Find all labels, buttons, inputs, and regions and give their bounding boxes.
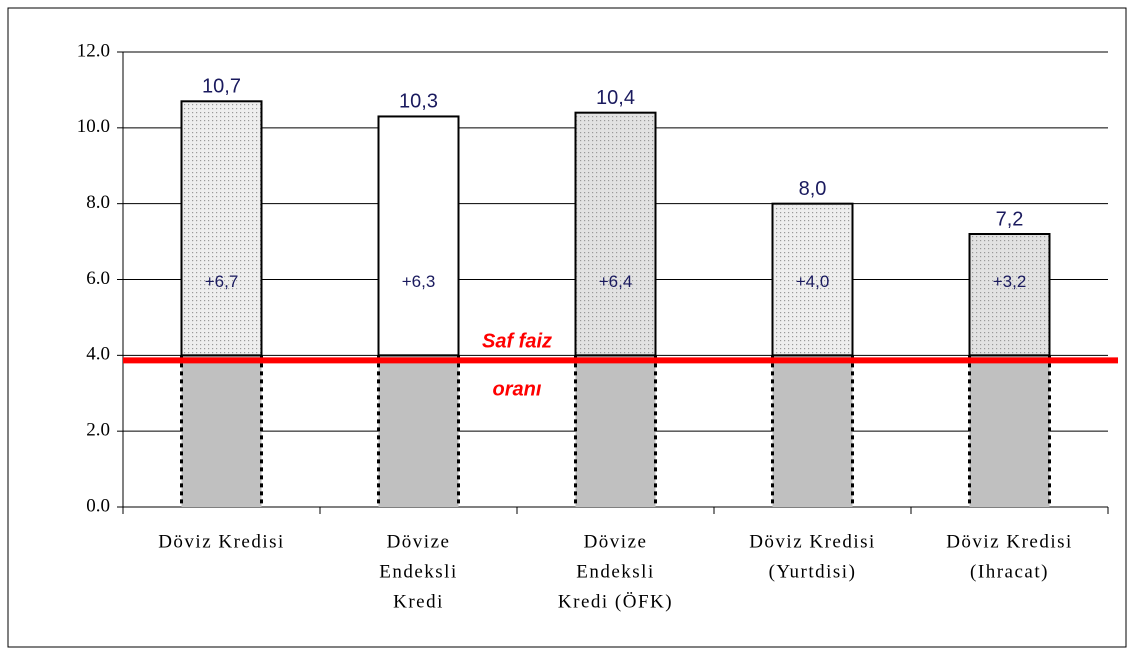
x-tick-label: Endeksli <box>576 561 655 582</box>
bar-base <box>181 355 262 507</box>
x-tick-label: Döviz Kredisi <box>749 531 876 552</box>
y-tick-label: 2.0 <box>86 420 110 441</box>
x-tick-label: Dövize <box>584 531 648 552</box>
bar-texture <box>773 204 852 355</box>
y-tick-label: 8.0 <box>86 192 110 213</box>
y-tick-label: 10.0 <box>77 116 110 137</box>
bar <box>377 115 460 357</box>
x-tick-label: (Ihracat) <box>970 561 1049 582</box>
total-label: 7,2 <box>996 208 1024 230</box>
y-tick-label: 6.0 <box>86 268 110 289</box>
bar-base <box>378 355 459 507</box>
x-tick-label: Dövize <box>387 531 451 552</box>
annotation: Saf faiz <box>482 331 552 353</box>
bar-texture <box>970 235 1049 355</box>
annotation: oranı <box>493 379 542 401</box>
bar-base <box>772 355 853 507</box>
x-tick-label: Kredi (ÖFK) <box>558 591 673 612</box>
total-label: 8,0 <box>799 178 827 200</box>
x-tick-label: Döviz Kredisi <box>946 531 1073 552</box>
y-tick-label: 0.0 <box>86 495 110 516</box>
x-tick-label: Endeksli <box>379 561 458 582</box>
y-tick-label: 12.0 <box>77 40 110 61</box>
total-label: 10,7 <box>202 76 241 98</box>
total-label: 10,3 <box>399 91 438 113</box>
bar-base <box>575 355 656 507</box>
total-label: 10,4 <box>596 87 635 109</box>
data-label: +6,4 <box>599 272 633 291</box>
x-tick-label: Kredi <box>393 591 444 612</box>
bar-base <box>969 355 1050 507</box>
x-tick-label: (Yurtdisi) <box>769 561 857 582</box>
data-label: +6,3 <box>402 272 436 291</box>
data-label: +3,2 <box>993 272 1027 291</box>
x-tick-label: Döviz Kredisi <box>158 531 285 552</box>
y-tick-label: 4.0 <box>86 344 110 365</box>
bar-texture <box>576 113 655 355</box>
data-label: +4,0 <box>796 272 830 291</box>
data-label: +6,7 <box>205 272 239 291</box>
bar-texture <box>182 102 261 355</box>
